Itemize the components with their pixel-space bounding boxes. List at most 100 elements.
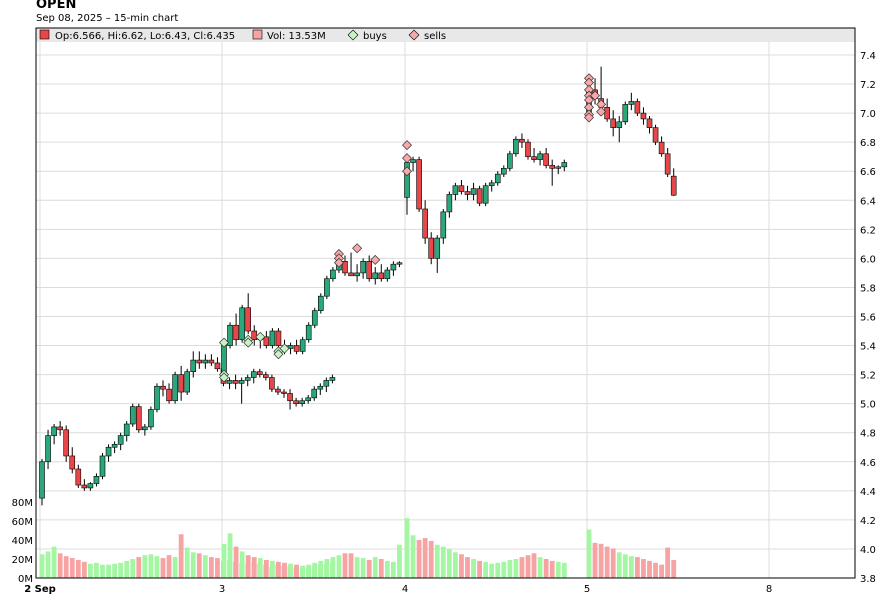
volume-bar: [75, 559, 81, 578]
candle-body: [293, 400, 299, 404]
candle-body: [166, 388, 172, 402]
volume-bar: [561, 562, 567, 578]
candle-body: [348, 272, 354, 277]
volume-bar: [330, 557, 336, 578]
candle-body: [531, 156, 537, 160]
candle-body: [69, 455, 76, 470]
volume-bar: [130, 559, 136, 578]
volume-bar: [531, 553, 537, 578]
candle-body: [446, 194, 453, 213]
candle-body: [488, 182, 495, 187]
candle-body: [519, 138, 525, 143]
candle-body: [323, 380, 330, 387]
volume-bar: [543, 559, 549, 578]
price-tick-label: 5.4: [860, 342, 876, 353]
volume-tick-label: 40M: [12, 536, 33, 547]
volume-bar: [422, 538, 428, 578]
volume-bar: [112, 563, 117, 578]
candle-body: [299, 400, 305, 404]
candle-body: [154, 385, 160, 410]
candle-body: [57, 426, 63, 431]
volume-bar: [106, 564, 111, 578]
candle-body: [378, 272, 385, 280]
price-tick-label: 6.6: [860, 167, 876, 178]
volume-bar: [209, 557, 214, 578]
candle-body: [500, 168, 507, 175]
volume-bar: [57, 553, 63, 578]
price-tick-label: 4.0: [860, 545, 876, 556]
volume-bar: [239, 551, 245, 578]
volume-bar: [549, 560, 555, 578]
candle-body: [293, 345, 300, 352]
price-tick-label: 6.0: [860, 254, 876, 265]
date-tick-label: 5: [584, 584, 590, 595]
candle-body: [184, 371, 190, 393]
volume-bar: [63, 556, 69, 578]
candle-body: [226, 380, 233, 384]
volume-bar: [276, 561, 281, 578]
candle-body: [604, 107, 610, 120]
candle-body: [622, 104, 629, 123]
candle-body: [238, 380, 245, 384]
symbol-title: OPEN: [36, 0, 77, 12]
candle-body: [256, 371, 263, 375]
volume-bar: [184, 547, 190, 578]
plot-frame: [35, 27, 856, 579]
volume-bar: [519, 557, 525, 578]
candle-body: [129, 406, 136, 425]
sell-marker: [590, 90, 601, 101]
candle-body: [81, 484, 88, 489]
candle-body: [330, 269, 336, 280]
candle-body: [464, 191, 471, 195]
volume-tick-label: 80M: [12, 498, 33, 509]
volume-bar: [336, 555, 342, 578]
volume-bar: [294, 564, 299, 578]
candle-body: [196, 359, 203, 364]
volume-bar: [354, 557, 360, 578]
volume-bar: [555, 561, 561, 578]
volume-bar: [501, 561, 507, 578]
candle-body: [172, 374, 178, 402]
sell-marker: [352, 243, 363, 254]
candle-body: [239, 307, 245, 341]
volume-bar: [641, 559, 646, 578]
candle-body: [634, 101, 641, 114]
volume-bar: [288, 563, 293, 578]
candle-body: [640, 112, 647, 120]
chart-grid: [36, 42, 855, 579]
buy-marker: [219, 372, 229, 383]
volume-bar: [348, 553, 354, 578]
candle-body: [87, 483, 94, 489]
volume-bar: [270, 560, 275, 578]
volume-bar: [391, 561, 396, 578]
volume-bar: [446, 549, 452, 578]
candle-body: [422, 208, 428, 239]
candle-body: [646, 118, 653, 128]
legend-volume-swatch: [252, 29, 263, 40]
candle-body: [366, 260, 373, 280]
candle-body: [105, 446, 112, 457]
candle-body: [354, 272, 360, 277]
candle-body: [251, 330, 258, 341]
volume-bar: [324, 559, 330, 578]
volume-bar: [610, 548, 616, 578]
candle-body: [610, 118, 617, 128]
volume-bar: [178, 534, 184, 578]
volume-tick-label: 20M: [12, 555, 33, 566]
volume-bar: [513, 559, 519, 578]
candle-body: [513, 138, 519, 155]
candle-body: [269, 330, 276, 346]
volume-bar: [81, 561, 87, 578]
candle-body: [160, 385, 166, 390]
volume-tick-label: 0M: [18, 574, 33, 585]
candle-body: [263, 374, 269, 378]
sell-marker: [402, 166, 412, 177]
volume-bar: [653, 562, 658, 578]
candle-body: [549, 165, 556, 169]
volume-bar: [154, 556, 160, 578]
candle-body: [275, 388, 281, 393]
candle-body: [287, 393, 293, 402]
axes: 3.8 4.0 4.2 4.4 4.6 4.8 5.0 5.2 5.4 5.6 5.8 6.0 6.2 6…: [12, 51, 876, 595]
volume-bar: [665, 547, 671, 578]
volume-bar: [378, 559, 384, 578]
